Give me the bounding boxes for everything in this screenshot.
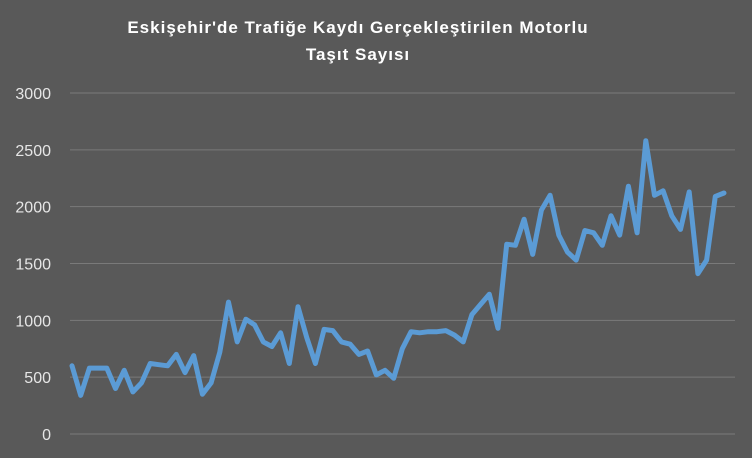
y-tick-label: 500 <box>24 370 51 387</box>
y-tick-label: 1500 <box>15 257 51 274</box>
y-tick-label: 2500 <box>15 143 51 160</box>
y-axis-tick-labels: 0 500 1000 1500 2000 2500 3000 <box>15 86 51 444</box>
chart-title-line-1: Eskişehir'de Trafiğe Kaydı Gerçekleştiri… <box>127 18 588 37</box>
y-tick-label: 1000 <box>15 313 51 330</box>
series-lines <box>69 138 727 398</box>
chart-title-line-2: Taşıt Sayısı <box>306 45 410 64</box>
gridlines <box>70 92 735 435</box>
y-tick-label: 2000 <box>15 200 51 217</box>
y-tick-label: 3000 <box>15 86 51 103</box>
series-line-0 <box>69 138 727 398</box>
y-tick-label: 0 <box>42 427 51 444</box>
